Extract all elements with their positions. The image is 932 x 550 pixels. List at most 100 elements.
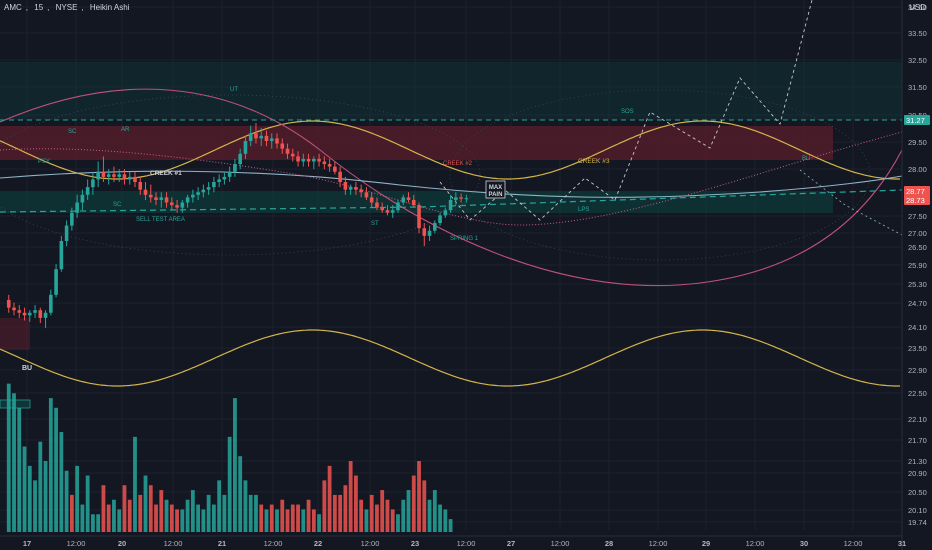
volume-bar (43, 461, 48, 532)
candle (6, 299, 11, 308)
candle (459, 197, 463, 199)
candle (175, 205, 179, 208)
candle (33, 310, 37, 313)
candle (164, 197, 169, 203)
volume-bar (375, 504, 379, 532)
candle (70, 212, 74, 226)
volume-bar (248, 494, 253, 532)
symbol-label[interactable]: AMC (4, 3, 22, 12)
candle (201, 189, 206, 193)
candle (296, 156, 300, 162)
volume-bar (275, 509, 279, 532)
chart-style-label[interactable]: Heikin Ashi (89, 3, 130, 12)
candle (306, 158, 311, 162)
time-axis-label: 20 (118, 539, 126, 548)
candle (154, 197, 158, 200)
price-axis-label: 22.50 (908, 389, 927, 398)
volume-bar (311, 509, 316, 532)
volume-bar (96, 514, 101, 532)
price-tag-label: 28.77 (906, 187, 925, 196)
candle (12, 307, 16, 311)
volume-bar (322, 480, 327, 532)
candle (233, 164, 237, 172)
candle (206, 187, 211, 190)
volume-bar (106, 504, 111, 532)
candle (264, 135, 269, 141)
price-axis (902, 0, 932, 550)
price-tag (904, 186, 930, 196)
time-axis-label: 29 (702, 539, 710, 548)
volume-bar (317, 514, 321, 532)
annotation-label: CREEK #1 (150, 170, 182, 177)
annotation-label: AR (121, 127, 130, 133)
volume-bar (296, 504, 300, 532)
price-tag (904, 195, 930, 205)
annotation-label: SC (113, 202, 122, 208)
red-supply-zone (0, 126, 833, 160)
candle (427, 230, 432, 236)
price-axis-label: 33.50 (908, 29, 927, 38)
currency-label[interactable]: USD (909, 3, 926, 12)
volume-bar (432, 490, 437, 532)
price-axis-label: 25.30 (908, 280, 927, 289)
candle (17, 310, 22, 313)
candle (275, 138, 279, 144)
volume-bar (290, 504, 295, 532)
time-axis-label: 22 (314, 539, 322, 548)
dotted-circle (0, 94, 481, 256)
candle (448, 199, 453, 211)
candle (122, 174, 127, 180)
volume-bar (259, 504, 264, 532)
price-axis-label: 27.00 (908, 229, 927, 238)
volume-bar (285, 509, 290, 532)
volume-bar (169, 504, 174, 532)
candle (322, 161, 327, 165)
price-axis-label: 34.50 (908, 3, 927, 12)
volume-bar (159, 490, 164, 532)
volume-bar (85, 475, 90, 532)
candle (27, 312, 32, 316)
candle (375, 202, 379, 208)
sine-wave-upper (0, 120, 900, 180)
volume-bar (12, 393, 16, 532)
volume-bar (327, 465, 332, 532)
volume-bar (359, 499, 364, 532)
annotation-label: LPS (578, 207, 589, 213)
price-tag-label: 28.73 (906, 196, 925, 205)
max-pain-label: MAX (489, 185, 502, 191)
volume-bar (390, 509, 395, 532)
volume-bar (427, 499, 432, 532)
time-axis-label: 12:00 (164, 539, 183, 548)
candle (438, 215, 442, 224)
price-axis-label: 22.90 (908, 366, 927, 375)
candle (396, 202, 400, 211)
price-axis-label: 29.50 (908, 138, 927, 147)
candle (248, 133, 253, 141)
dotted-curve (0, 131, 903, 226)
candle (159, 197, 164, 200)
volume-bar (180, 509, 185, 532)
volume-bar (280, 499, 285, 532)
candle (359, 189, 363, 193)
slow-wave (0, 88, 903, 287)
candle (133, 176, 137, 183)
interval-label[interactable]: 15 (34, 3, 44, 12)
candle (254, 133, 258, 139)
price-tag-label: 31.27 (906, 116, 925, 125)
volume-bar (117, 509, 122, 532)
candle (385, 210, 390, 213)
volume-bar (269, 504, 274, 532)
candle (127, 176, 132, 180)
volume-bar (385, 499, 390, 532)
candle (269, 138, 274, 141)
volume-bar (6, 383, 11, 532)
candle (364, 192, 369, 198)
volume-bar (217, 480, 222, 532)
dotted-circle (449, 89, 871, 261)
candle (117, 174, 122, 177)
candle (327, 164, 332, 167)
candle (343, 182, 348, 190)
price-axis-label: 19.74 (908, 518, 927, 527)
candle (143, 189, 148, 195)
